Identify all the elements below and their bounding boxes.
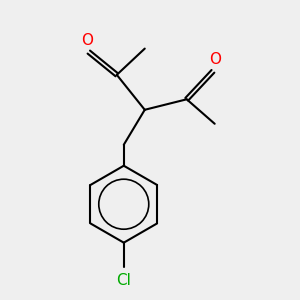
Text: Cl: Cl [116, 273, 131, 288]
Text: O: O [81, 33, 93, 48]
Text: O: O [209, 52, 221, 67]
